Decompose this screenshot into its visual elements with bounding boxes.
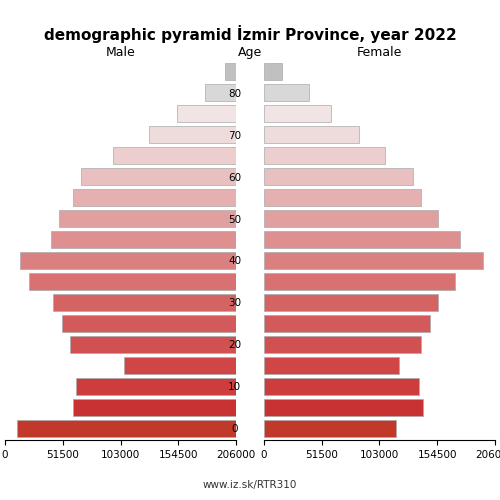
Title: Male: Male <box>106 46 136 59</box>
Bar <box>264 210 438 227</box>
Bar <box>82 168 236 185</box>
Bar <box>20 252 236 269</box>
Bar <box>28 273 236 290</box>
Title: Female: Female <box>356 46 402 59</box>
Bar <box>204 84 236 101</box>
Bar <box>264 189 421 206</box>
Bar <box>74 189 236 206</box>
Bar <box>264 315 430 332</box>
Bar <box>264 147 385 164</box>
Bar <box>264 357 398 374</box>
Bar <box>264 63 282 80</box>
Text: www.iz.sk/RTR310: www.iz.sk/RTR310 <box>203 480 297 490</box>
Bar <box>264 105 331 122</box>
Bar <box>264 84 308 101</box>
Bar <box>74 399 236 416</box>
Bar <box>124 357 236 374</box>
Bar <box>62 315 236 332</box>
Bar <box>112 147 236 164</box>
Bar <box>176 105 236 122</box>
Bar <box>70 336 236 353</box>
Bar <box>264 273 454 290</box>
Bar <box>264 231 460 248</box>
Bar <box>51 231 236 248</box>
Bar <box>225 63 236 80</box>
Bar <box>264 252 482 269</box>
Bar <box>264 420 396 437</box>
Bar <box>59 210 236 227</box>
Bar <box>76 378 236 395</box>
Bar <box>148 126 236 143</box>
Title: Age: Age <box>238 46 262 59</box>
Bar <box>18 420 236 437</box>
Bar <box>264 378 418 395</box>
Bar <box>264 168 413 185</box>
Bar <box>264 126 359 143</box>
Text: demographic pyramid İzmir Province, year 2022: demographic pyramid İzmir Province, year… <box>44 25 457 43</box>
Bar <box>53 294 236 311</box>
Bar <box>264 399 423 416</box>
Bar <box>264 294 438 311</box>
Bar <box>264 336 421 353</box>
